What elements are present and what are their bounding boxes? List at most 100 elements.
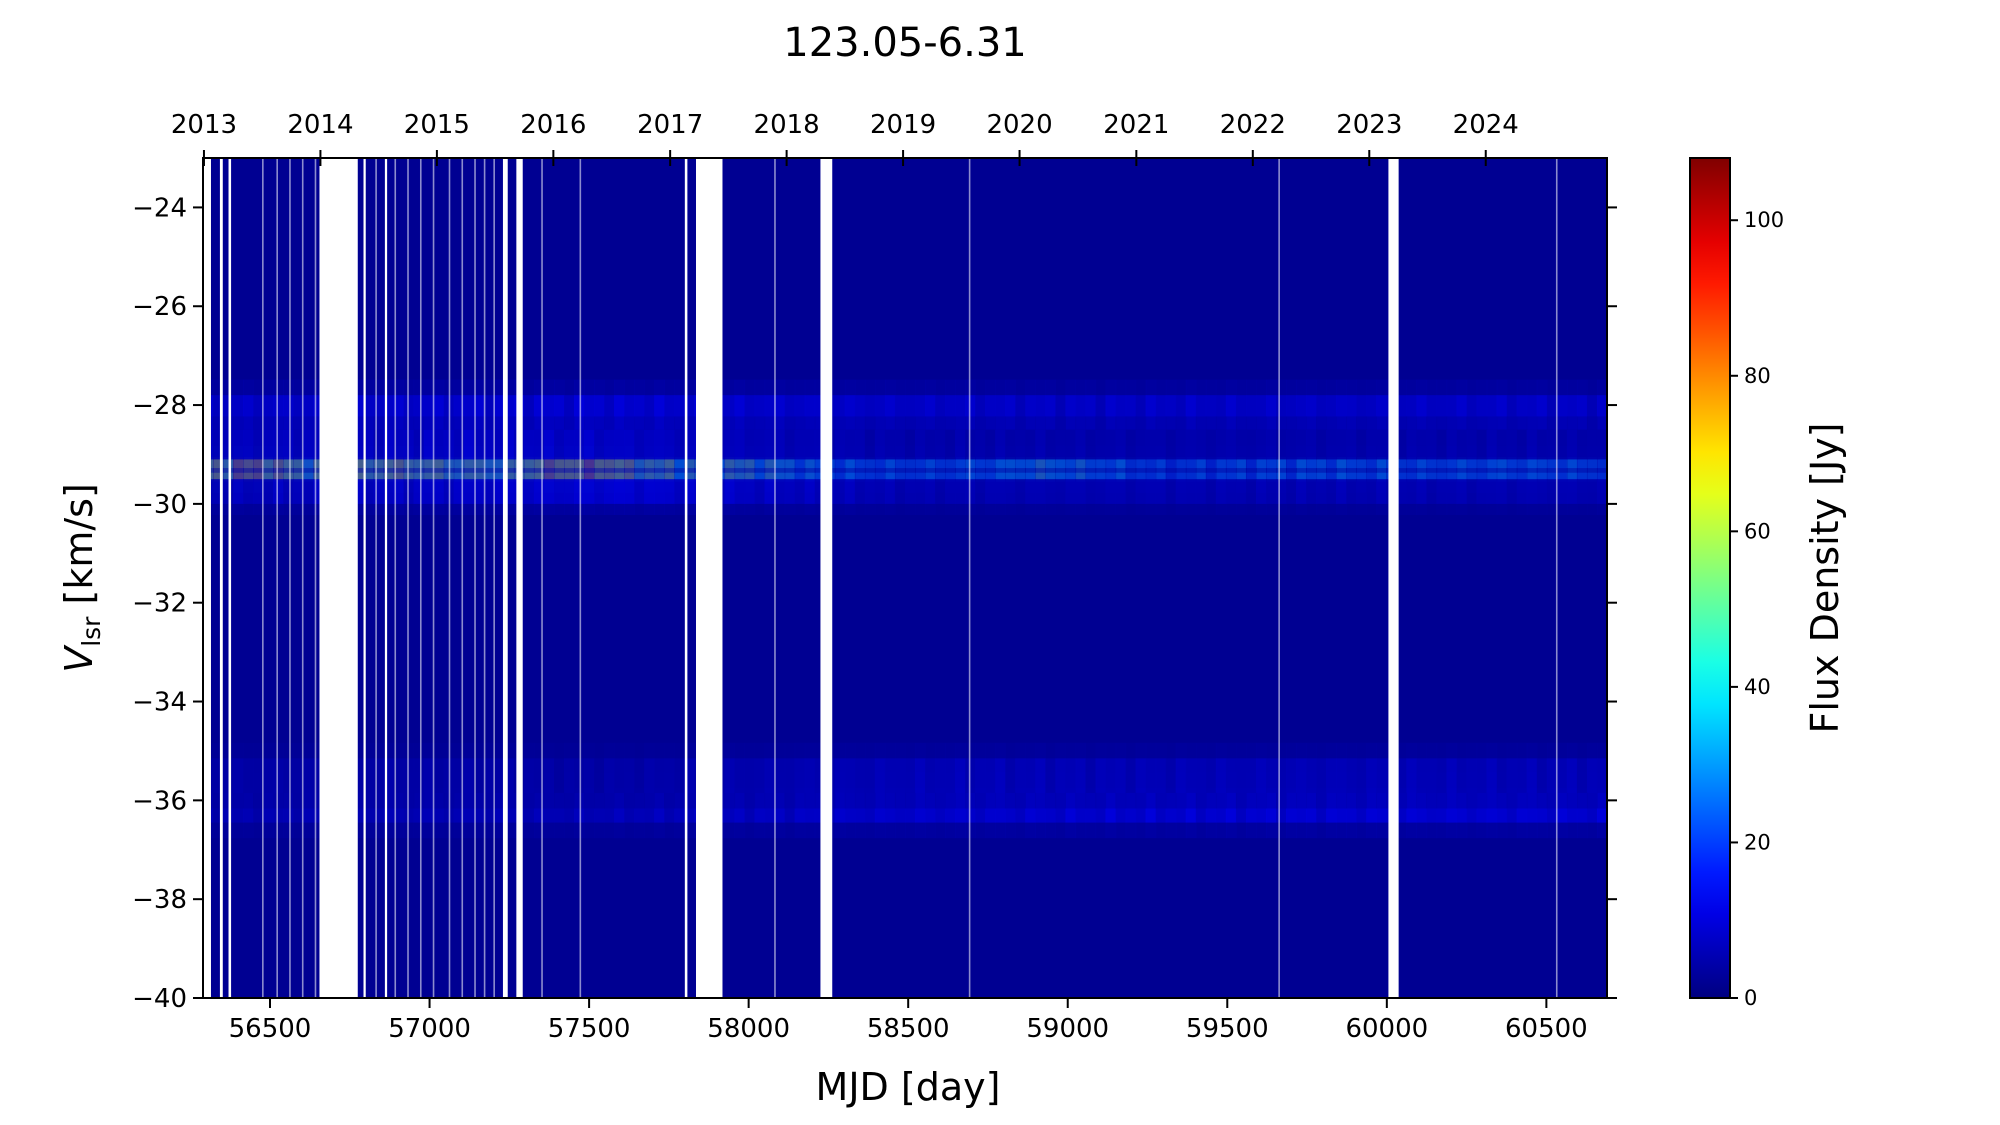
heatmap-cell [1486,468,1498,515]
heatmap-cell [373,416,385,473]
heatmap-cell-core [1506,788,1518,823]
heatmap-cell [263,772,274,839]
emission-feature [203,416,1607,473]
heatmap-cell-halo [1346,445,1357,493]
heatmap-cell-core [1125,395,1137,430]
heatmap-cell-halo [1215,379,1227,446]
heatmap-cell-halo [1276,772,1287,839]
heatmap-cell-core [1145,429,1157,460]
heatmap-cell-halo [1416,379,1428,446]
heatmap-cell-halo [1426,445,1438,493]
x-tick-label: 57000 [388,1014,471,1044]
heatmap-cell [1496,468,1508,515]
heatmap-cell-halo [473,772,485,839]
heatmap-cell [1105,379,1117,446]
heatmap-cell-halo [493,772,505,839]
heatmap-cell-core [955,479,966,504]
heatmap-cell [734,742,746,809]
heatmap-cell-core [1045,456,1057,482]
heatmap-cell-core [1316,395,1327,430]
y-tick-label: −26 [132,292,187,322]
heatmap-cell-core [1456,429,1468,460]
heatmap-cell-halo [1195,379,1207,446]
heatmap-cell-core [814,395,826,430]
heatmap-cell-halo [1115,468,1127,515]
heatmap-cell-halo [995,416,1006,473]
heatmap-cell-core [1075,429,1087,460]
heatmap-cell [1145,772,1157,839]
x-axis-label: MJD [day] [816,1065,1001,1109]
heatmap-cell [1165,416,1177,473]
heatmap-cell-core [1105,456,1117,482]
heatmap-cell-core [263,479,274,504]
heatmap-cell-core [1145,395,1157,430]
heatmap-cell-core [1556,479,1568,504]
heatmap-cell-core [965,788,976,823]
heatmap-cell-halo [774,772,786,839]
heatmap-cell-halo [503,742,515,809]
x-tick: 56500 [229,998,311,1044]
heatmap-cell [925,772,936,839]
y-axis-label-main: V [57,644,101,673]
heatmap-cell-halo [1416,468,1428,515]
colorbar-tick: 60 [1730,519,1771,543]
heatmap-cell-halo [1486,742,1498,809]
heatmap-cell-core [774,429,786,460]
heatmap-cell-core [995,479,1006,504]
heatmap-cell-core [1366,456,1377,482]
heatmap-cell-halo [493,445,505,493]
heatmap-cell [263,445,274,493]
heatmap-cell-halo [463,772,475,839]
heatmap-cell [864,445,876,493]
heatmap-cell-halo [1025,772,1036,839]
heatmap-cell-core [1426,395,1438,430]
heatmap-cell-halo [433,445,445,493]
heatmap-cell [1005,416,1016,473]
heatmap-cell-core [283,395,294,430]
heatmap-cell-core [764,456,776,482]
heatmap-cell-halo [283,468,294,515]
heatmap-cell-core [1436,479,1448,504]
heatmap-cell-core [533,429,545,460]
heatmap-cell [864,772,876,839]
heatmap-cell-halo [1065,742,1077,809]
heatmap-cell [844,416,856,473]
heatmap-cell-core [1095,456,1107,482]
heatmap-cell [965,379,976,446]
heatmap-cell-core [373,479,385,504]
heatmap-cell [223,468,234,515]
heatmap-cell-halo [905,416,916,473]
heatmap-cell-core [1155,758,1167,793]
heatmap-cell-core [1105,788,1117,823]
heatmap-cell-core [283,758,294,793]
heatmap-cell-halo [905,772,916,839]
heatmap-cell [804,379,816,446]
heatmap-cell [1035,742,1046,809]
heatmap-cell [554,772,565,839]
heatmap-cell-halo [1115,772,1127,839]
heatmap-cell-halo [1426,416,1438,473]
heatmap-cell [1025,445,1036,493]
heatmap-cell-halo [1596,772,1607,839]
heatmap-cell-halo [1185,772,1197,839]
heatmap-cell-halo [1406,468,1418,515]
heatmap-cell-core [774,456,786,482]
heatmap-cell [523,468,535,515]
heatmap-cell-core [473,758,485,793]
heatmap-cell-core [945,429,956,460]
heatmap-cell-halo [1466,416,1478,473]
heatmap-cell [574,772,585,839]
heatmap-cell-core [1105,758,1117,793]
heatmap-cell [1456,772,1468,839]
heatmap-cell-halo [925,445,936,493]
heatmap-cell-core [734,429,746,460]
heatmap-cell-halo [634,772,645,839]
heatmap-cell-core [965,456,976,482]
heatmap-cell-core [1326,456,1337,482]
colorbar-tick: 20 [1730,830,1771,854]
heatmap-cell-core [734,456,746,482]
heatmap-cell-halo [503,416,515,473]
heatmap-cell-core [1225,395,1237,430]
heatmap-cell-core [1065,479,1077,504]
heatmap-cell [403,742,415,809]
